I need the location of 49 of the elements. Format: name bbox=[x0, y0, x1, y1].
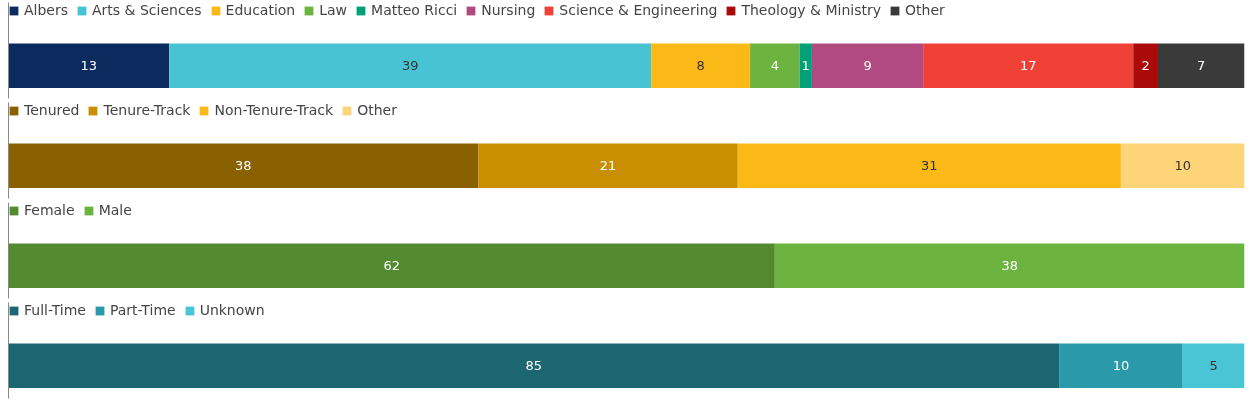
legend-label: Education bbox=[225, 2, 296, 18]
data-label: 10 bbox=[1112, 358, 1130, 374]
data-label: 2 bbox=[1141, 58, 1150, 74]
legend-label: Non-Tenure-Track bbox=[214, 102, 334, 118]
data-label: 38 bbox=[1001, 258, 1018, 274]
bar bbox=[1133, 43, 1158, 88]
data-label: 39 bbox=[401, 58, 419, 74]
legend-label: Science & Engineering bbox=[559, 2, 718, 18]
bar bbox=[799, 43, 812, 88]
bar bbox=[8, 43, 170, 88]
bar bbox=[478, 143, 738, 188]
legend-label: Unknown bbox=[199, 302, 265, 318]
legend-label: Law bbox=[319, 2, 348, 18]
legend-label: Theology & Ministry bbox=[741, 2, 881, 18]
data-label: 5 bbox=[1209, 358, 1218, 374]
data-label: 4 bbox=[770, 58, 779, 74]
legend-label: Tenured bbox=[24, 102, 80, 118]
legend-label: Other bbox=[357, 102, 397, 118]
bar bbox=[1157, 43, 1245, 88]
data-label: 17 bbox=[1019, 58, 1037, 74]
data-label: 7 bbox=[1197, 58, 1206, 74]
legend-label: Male bbox=[98, 202, 132, 218]
legend-label: Nursing bbox=[481, 2, 536, 18]
legend-label: Other bbox=[905, 2, 945, 18]
legend-label: Tenure-Track bbox=[103, 102, 191, 118]
data-label: 31 bbox=[921, 158, 938, 174]
bar bbox=[169, 43, 652, 88]
bar bbox=[1120, 143, 1245, 188]
legend-label: Part-Time bbox=[109, 302, 176, 318]
bar bbox=[8, 143, 479, 188]
bar bbox=[651, 43, 751, 88]
bar bbox=[811, 43, 924, 88]
legend-label: Full-Time bbox=[24, 302, 86, 318]
data-label: 13 bbox=[80, 58, 98, 74]
data-label: 85 bbox=[525, 358, 543, 374]
legend-label: Female bbox=[24, 202, 75, 218]
data-label: 21 bbox=[599, 158, 617, 174]
data-label: 8 bbox=[696, 58, 705, 74]
legend-label: Albers bbox=[24, 2, 69, 18]
data-label: 1 bbox=[801, 58, 810, 74]
legend-label: Matteo Ricci bbox=[371, 2, 458, 18]
bar bbox=[923, 43, 1134, 88]
legend-label: Arts & Sciences bbox=[92, 2, 202, 18]
bar bbox=[737, 143, 1121, 188]
bar bbox=[750, 43, 800, 88]
data-label: 62 bbox=[383, 258, 400, 274]
data-label: 10 bbox=[1174, 158, 1191, 174]
data-label: 38 bbox=[235, 158, 252, 174]
data-label: 9 bbox=[863, 58, 872, 74]
